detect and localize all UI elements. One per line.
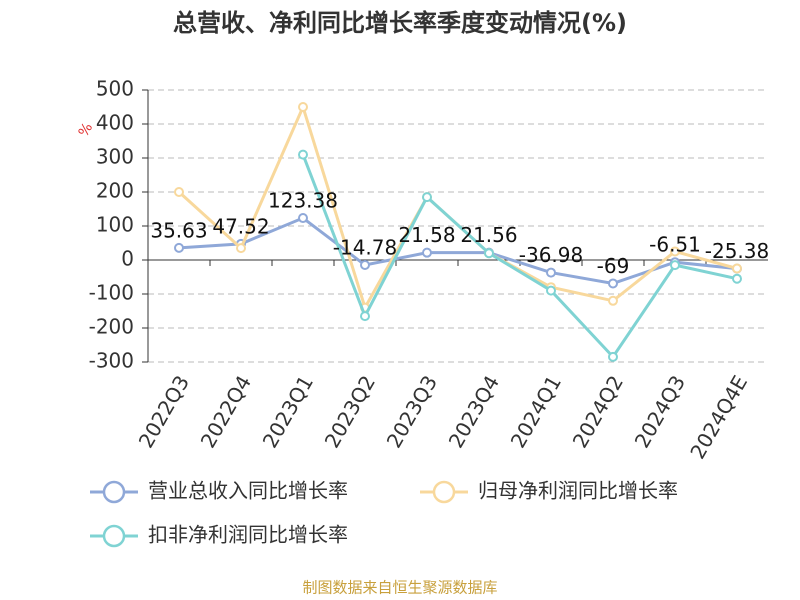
point <box>298 149 308 160</box>
legend-label: 归母净利润同比增长率 <box>478 479 678 503</box>
point <box>298 213 308 224</box>
point <box>174 242 184 253</box>
y-tick-label: 0 <box>121 247 134 271</box>
x-tick-label: 2024Q4E <box>685 371 752 463</box>
data-label: -36.98 <box>519 243 583 267</box>
y-tick-label: -200 <box>89 315 134 339</box>
legend-label: 营业总收入同比增长率 <box>148 479 348 503</box>
point <box>360 311 370 322</box>
y-tick-label: -100 <box>89 281 134 305</box>
point <box>422 192 432 203</box>
x-tick-label: 2022Q4 <box>196 371 256 452</box>
data-label: -14.78 <box>333 236 397 260</box>
legend-label: 扣非净利润同比增长率 <box>148 523 348 547</box>
series-line <box>301 154 738 360</box>
point <box>174 187 184 197</box>
y-tick-label: 400 <box>96 111 134 135</box>
legend-marker <box>432 480 456 504</box>
x-tick-label: 2024Q2 <box>568 371 628 452</box>
point <box>546 285 556 296</box>
point <box>546 267 556 278</box>
point <box>360 260 370 271</box>
source-note: 制图数据来自恒生聚源数据库 <box>302 579 497 597</box>
data-label: -25.38 <box>705 239 769 263</box>
point <box>670 246 680 257</box>
data-label: 47.52 <box>212 214 269 238</box>
y-tick-label: 300 <box>96 145 134 169</box>
data-label: -6.51 <box>649 233 701 257</box>
x-tick-label: 2024Q3 <box>630 371 690 452</box>
point <box>670 260 680 271</box>
x-tick-label: 2023Q4 <box>444 371 504 452</box>
point <box>236 243 246 254</box>
point <box>608 278 618 289</box>
data-label: 21.58 <box>398 223 455 247</box>
y-axis-label: % <box>76 120 97 140</box>
data-label: 35.63 <box>150 218 207 242</box>
chart-title: 总营收、净利同比增长率季度变动情况(%) <box>173 9 627 37</box>
y-tick-label: 500 <box>96 77 134 101</box>
x-tick-label: 2023Q2 <box>320 371 380 452</box>
data-label: -69 <box>597 254 630 278</box>
data-label: 21.56 <box>460 223 517 247</box>
point <box>422 247 432 258</box>
legend-marker <box>102 480 126 504</box>
x-tick-label: 2023Q1 <box>258 371 318 452</box>
x-tick-label: 2023Q3 <box>382 371 442 452</box>
y-tick-label: 100 <box>96 213 134 237</box>
point <box>732 273 742 284</box>
x-tick-label: 2024Q1 <box>506 371 566 452</box>
series-line <box>177 102 738 312</box>
data-label: 123.38 <box>268 189 338 213</box>
y-tick-label: -300 <box>89 349 134 373</box>
series-line <box>178 216 738 286</box>
y-tick-label: 200 <box>96 179 134 203</box>
point <box>608 295 618 306</box>
x-tick-label: 2022Q3 <box>134 371 194 452</box>
point <box>732 263 742 274</box>
point <box>484 248 494 259</box>
point <box>298 102 308 112</box>
point <box>608 351 618 362</box>
legend-marker <box>102 524 126 548</box>
